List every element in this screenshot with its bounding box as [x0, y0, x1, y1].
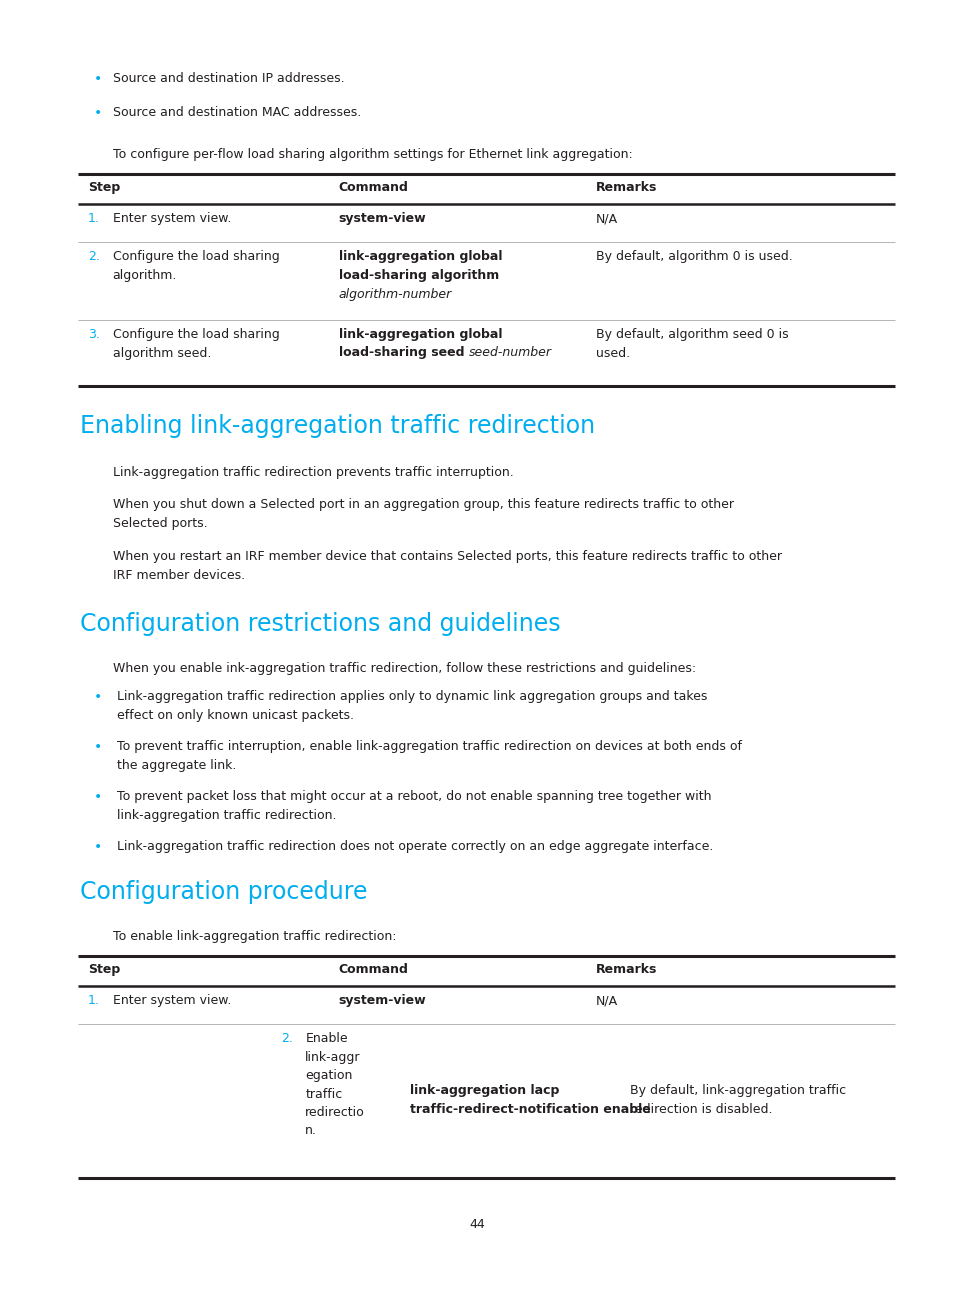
Text: Enabling link-aggregation traffic redirection: Enabling link-aggregation traffic redire…: [80, 413, 595, 438]
Text: system-view: system-view: [338, 994, 426, 1007]
Text: When you shut down a Selected port in an aggregation group, this feature redirec: When you shut down a Selected port in an…: [112, 498, 733, 530]
Text: •: •: [93, 791, 102, 804]
Text: link-aggregation lacp
traffic-redirect-notification enable: link-aggregation lacp traffic-redirect-n…: [410, 1083, 650, 1116]
Text: 2.: 2.: [88, 250, 99, 263]
Text: Enable
link-aggr
egation
traffic
redirectio
n.: Enable link-aggr egation traffic redirec…: [305, 1032, 365, 1138]
Text: N/A: N/A: [596, 213, 618, 226]
Text: 1.: 1.: [88, 213, 99, 226]
Text: Step: Step: [88, 181, 120, 194]
Text: Step: Step: [88, 963, 120, 976]
Text: To prevent traffic interruption, enable link-aggregation traffic redirection on : To prevent traffic interruption, enable …: [116, 740, 740, 772]
Text: To configure per-flow load sharing algorithm settings for Ethernet link aggregat: To configure per-flow load sharing algor…: [112, 148, 632, 161]
Text: Remarks: Remarks: [596, 181, 657, 194]
Text: Configure the load sharing
algorithm.: Configure the load sharing algorithm.: [112, 250, 279, 283]
Text: Link-aggregation traffic redirection does not operate correctly on an edge aggre: Link-aggregation traffic redirection doe…: [116, 840, 712, 853]
Text: Configure the load sharing
algorithm seed.: Configure the load sharing algorithm see…: [112, 328, 279, 360]
Text: Command: Command: [338, 963, 408, 976]
Text: Enter system view.: Enter system view.: [112, 213, 231, 226]
Text: N/A: N/A: [596, 994, 618, 1007]
Text: Command: Command: [338, 181, 408, 194]
Text: •: •: [93, 106, 102, 121]
Text: Source and destination MAC addresses.: Source and destination MAC addresses.: [112, 106, 360, 119]
Text: 2.: 2.: [281, 1032, 293, 1045]
Text: algorithm-number: algorithm-number: [338, 288, 452, 301]
Text: To prevent packet loss that might occur at a reboot, do not enable spanning tree: To prevent packet loss that might occur …: [116, 791, 710, 822]
Text: load-sharing seed: load-sharing seed: [338, 346, 468, 359]
Text: Link-aggregation traffic redirection applies only to dynamic link aggregation gr: Link-aggregation traffic redirection app…: [116, 689, 706, 722]
Text: Enter system view.: Enter system view.: [112, 994, 231, 1007]
Text: By default, algorithm 0 is used.: By default, algorithm 0 is used.: [596, 250, 792, 263]
Text: 1.: 1.: [88, 994, 99, 1007]
Text: By default, link-aggregation traffic
redirection is disabled.: By default, link-aggregation traffic red…: [629, 1083, 845, 1116]
Text: link-aggregation global
load-sharing algorithm: link-aggregation global load-sharing alg…: [338, 250, 501, 283]
Text: Configuration procedure: Configuration procedure: [80, 880, 367, 905]
Text: system-view: system-view: [338, 213, 426, 226]
Text: •: •: [93, 840, 102, 854]
Text: By default, algorithm seed 0 is
used.: By default, algorithm seed 0 is used.: [596, 328, 788, 360]
Text: Link-aggregation traffic redirection prevents traffic interruption.: Link-aggregation traffic redirection pre…: [112, 467, 513, 480]
Text: link-aggregation global: link-aggregation global: [338, 328, 501, 341]
Text: Source and destination IP addresses.: Source and destination IP addresses.: [112, 73, 344, 86]
Text: Remarks: Remarks: [596, 963, 657, 976]
Text: Configuration restrictions and guidelines: Configuration restrictions and guideline…: [80, 612, 560, 636]
Text: •: •: [93, 740, 102, 754]
Text: When you restart an IRF member device that contains Selected ports, this feature: When you restart an IRF member device th…: [112, 550, 781, 582]
Text: 44: 44: [469, 1218, 484, 1231]
Text: To enable link-aggregation traffic redirection:: To enable link-aggregation traffic redir…: [112, 931, 395, 943]
Text: When you enable ink-aggregation traffic redirection, follow these restrictions a: When you enable ink-aggregation traffic …: [112, 662, 695, 675]
Text: •: •: [93, 73, 102, 86]
Text: 3.: 3.: [88, 328, 99, 341]
Text: •: •: [93, 689, 102, 704]
Text: seed-number: seed-number: [468, 346, 551, 359]
